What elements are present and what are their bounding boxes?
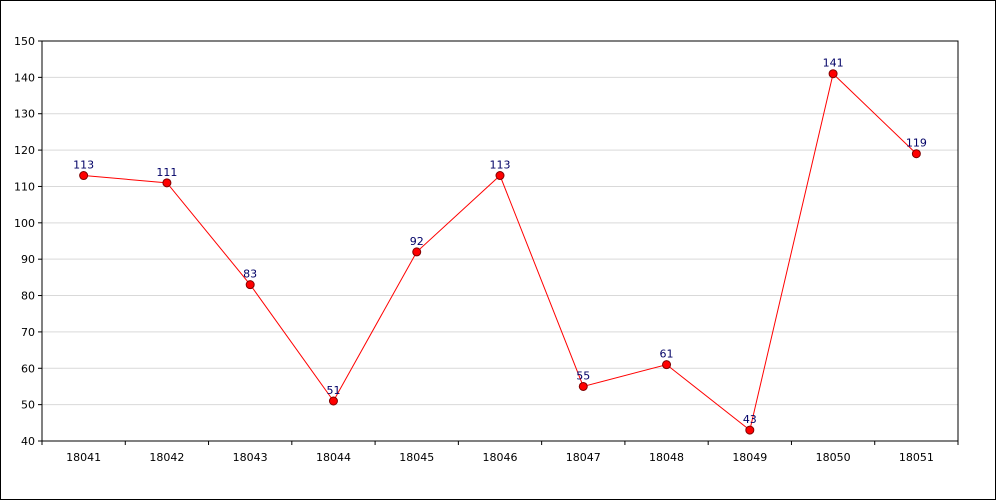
y-tick-label: 40 bbox=[21, 435, 35, 448]
y-tick-label: 60 bbox=[21, 362, 35, 375]
y-tick-label: 50 bbox=[21, 399, 35, 412]
data-label: 55 bbox=[576, 369, 590, 382]
data-label: 113 bbox=[490, 159, 511, 172]
y-tick-label: 120 bbox=[14, 144, 35, 157]
data-label: 111 bbox=[156, 166, 177, 179]
data-point bbox=[578, 381, 588, 391]
data-point bbox=[328, 396, 338, 406]
data-label: 83 bbox=[243, 268, 257, 281]
y-axis: 40 50 60 70 80 90 100 110 120 130 140 150 bbox=[14, 35, 42, 448]
x-tick-label: 18050 bbox=[816, 451, 851, 464]
data-labels: 113 111 83 51 92 113 55 61 43 141 119 bbox=[73, 57, 927, 426]
x-tick-label: 18046 bbox=[483, 451, 518, 464]
data-point bbox=[828, 69, 838, 79]
data-point bbox=[412, 247, 422, 257]
data-point bbox=[495, 171, 505, 181]
data-label: 51 bbox=[326, 384, 340, 397]
x-tick-label: 18044 bbox=[316, 451, 351, 464]
x-tick-label: 18042 bbox=[149, 451, 184, 464]
data-label: 141 bbox=[823, 57, 844, 70]
y-tick-label: 110 bbox=[14, 180, 35, 193]
y-tick-label: 100 bbox=[14, 217, 35, 230]
x-tick-label: 18049 bbox=[732, 451, 767, 464]
data-point bbox=[745, 425, 755, 435]
y-tick-label: 70 bbox=[21, 326, 35, 339]
grid-lines bbox=[42, 76, 958, 406]
data-point bbox=[245, 280, 255, 290]
x-tick-label: 18041 bbox=[66, 451, 101, 464]
y-tick-label: 90 bbox=[21, 253, 35, 266]
y-tick-label: 150 bbox=[14, 35, 35, 48]
y-tick-label: 80 bbox=[21, 290, 35, 303]
data-label: 119 bbox=[906, 137, 927, 150]
plot-area bbox=[41, 40, 959, 442]
y-tick-label: 130 bbox=[14, 108, 35, 121]
x-tick-label: 18043 bbox=[233, 451, 268, 464]
series-line bbox=[83, 72, 917, 431]
data-label: 61 bbox=[660, 348, 674, 361]
x-tick-label: 18048 bbox=[649, 451, 684, 464]
x-tick-label: 18051 bbox=[899, 451, 934, 464]
y-tick-label: 140 bbox=[14, 71, 35, 84]
data-point bbox=[662, 360, 672, 370]
x-tick-label: 18047 bbox=[566, 451, 601, 464]
data-point bbox=[162, 178, 172, 188]
data-label: 113 bbox=[73, 159, 94, 172]
data-point bbox=[911, 149, 921, 159]
data-point bbox=[79, 171, 89, 181]
x-axis: 18041 18042 18043 18044 18045 18046 18047 18048… bbox=[41, 441, 959, 464]
x-tick-label: 18045 bbox=[399, 451, 434, 464]
data-label: 43 bbox=[743, 413, 757, 426]
data-markers bbox=[79, 69, 921, 435]
data-label: 92 bbox=[410, 235, 424, 248]
